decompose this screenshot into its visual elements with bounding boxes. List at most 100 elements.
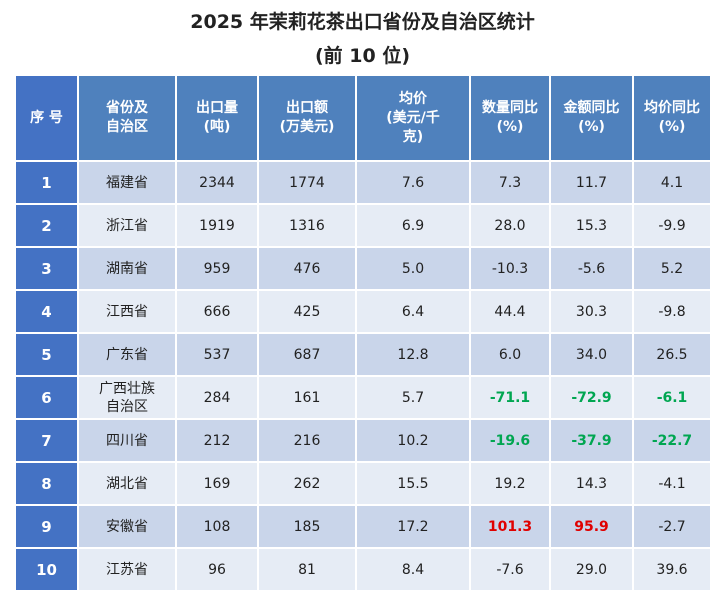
province-cell: 福建省 xyxy=(77,160,177,205)
amount-cell: 161 xyxy=(257,375,357,420)
amount-cell: 425 xyxy=(257,289,357,334)
amt-yoy-cell: -72.9 xyxy=(549,375,634,420)
qty-yoy-cell: 7.3 xyxy=(469,160,551,205)
header-quantity: 出口量 (吨) xyxy=(175,74,259,162)
province-cell: 湖北省 xyxy=(77,461,177,506)
amt-yoy-cell: -5.6 xyxy=(549,246,634,291)
row-index: 3 xyxy=(14,246,79,291)
header-amt-yoy: 金额同比 (%) xyxy=(549,74,634,162)
export-table: 序 号省份及 自治区 出口量 (吨) 出口额 (万美元) 均价 (美元/千 克) 数量同比 (%) 金… xyxy=(14,74,712,592)
amt-yoy-cell: 15.3 xyxy=(549,203,634,248)
province-cell: 广东省 xyxy=(77,332,177,377)
price-cell: 12.8 xyxy=(355,332,471,377)
province-cell: 湖南省 xyxy=(77,246,177,291)
table-title: 2025 年茉莉花茶出口省份及自治区统计 xyxy=(190,11,535,33)
amount-cell: 81 xyxy=(257,547,357,592)
row-index: 1 xyxy=(14,160,79,205)
province-cell: 广西壮族 自治区 xyxy=(77,375,177,420)
quantity-cell: 284 xyxy=(175,375,259,420)
amount-cell: 1316 xyxy=(257,203,357,248)
table-row: 10 江苏省 96 81 8.4 -7.6 29.0 39.6 xyxy=(14,547,712,592)
quantity-cell: 212 xyxy=(175,418,259,463)
quantity-cell: 537 xyxy=(175,332,259,377)
header-amount: 出口额 (万美元) xyxy=(257,74,357,162)
qty-yoy-cell: -19.6 xyxy=(469,418,551,463)
price-cell: 5.0 xyxy=(355,246,471,291)
row-index: 5 xyxy=(14,332,79,377)
table-row: 6 广西壮族 自治区 284 161 5.7 -71.1 -72.9 -6.1 xyxy=(14,375,712,420)
amount-cell: 687 xyxy=(257,332,357,377)
qty-yoy-cell: 19.2 xyxy=(469,461,551,506)
table-body: 1 福建省 2344 1774 7.6 7.3 11.7 4.1 2 浙江省 1919 1316 6.9… xyxy=(14,160,712,592)
price-cell: 6.9 xyxy=(355,203,471,248)
qty-yoy-cell: 28.0 xyxy=(469,203,551,248)
price-cell: 5.7 xyxy=(355,375,471,420)
price-yoy-cell: -9.9 xyxy=(632,203,712,248)
quantity-cell: 2344 xyxy=(175,160,259,205)
province-cell: 江苏省 xyxy=(77,547,177,592)
row-index: 8 xyxy=(14,461,79,506)
row-index: 2 xyxy=(14,203,79,248)
qty-yoy-cell: -71.1 xyxy=(469,375,551,420)
price-yoy-cell: -9.8 xyxy=(632,289,712,334)
table-subtitle: (前 10 位) xyxy=(314,45,411,67)
header-price-yoy: 均价同比 (%) xyxy=(632,74,712,162)
price-cell: 8.4 xyxy=(355,547,471,592)
amt-yoy-cell: 11.7 xyxy=(549,160,634,205)
qty-yoy-cell: -10.3 xyxy=(469,246,551,291)
price-yoy-cell: -2.7 xyxy=(632,504,712,549)
amt-yoy-cell: -37.9 xyxy=(549,418,634,463)
amt-yoy-cell: 29.0 xyxy=(549,547,634,592)
amount-cell: 216 xyxy=(257,418,357,463)
table-row: 8 湖北省 169 262 15.5 19.2 14.3 -4.1 xyxy=(14,461,712,506)
amt-yoy-cell: 34.0 xyxy=(549,332,634,377)
quantity-cell: 108 xyxy=(175,504,259,549)
qty-yoy-cell: 6.0 xyxy=(469,332,551,377)
header-index: 序 号 xyxy=(14,74,79,162)
header-province: 省份及 自治区 xyxy=(77,74,177,162)
quantity-cell: 666 xyxy=(175,289,259,334)
table-row: 4 江西省 666 425 6.4 44.4 30.3 -9.8 xyxy=(14,289,712,334)
price-cell: 10.2 xyxy=(355,418,471,463)
header-row: 序 号省份及 自治区 出口量 (吨) 出口额 (万美元) 均价 (美元/千 克) 数量同比 (%) 金… xyxy=(14,74,712,162)
table-row: 9 安徽省 108 185 17.2 101.3 95.9 -2.7 xyxy=(14,504,712,549)
header-price: 均价 (美元/千 克) xyxy=(355,74,471,162)
qty-yoy-cell: -7.6 xyxy=(469,547,551,592)
price-cell: 17.2 xyxy=(355,504,471,549)
row-index: 4 xyxy=(14,289,79,334)
price-cell: 15.5 xyxy=(355,461,471,506)
price-yoy-cell: 5.2 xyxy=(632,246,712,291)
province-cell: 安徽省 xyxy=(77,504,177,549)
price-cell: 6.4 xyxy=(355,289,471,334)
quantity-cell: 959 xyxy=(175,246,259,291)
row-index: 6 xyxy=(14,375,79,420)
province-cell: 江西省 xyxy=(77,289,177,334)
qty-yoy-cell: 101.3 xyxy=(469,504,551,549)
amount-cell: 185 xyxy=(257,504,357,549)
price-yoy-cell: -4.1 xyxy=(632,461,712,506)
row-index: 7 xyxy=(14,418,79,463)
row-index: 10 xyxy=(14,547,79,592)
amt-yoy-cell: 30.3 xyxy=(549,289,634,334)
province-cell: 浙江省 xyxy=(77,203,177,248)
table-row: 5 广东省 537 687 12.8 6.0 34.0 26.5 xyxy=(14,332,712,377)
price-yoy-cell: -22.7 xyxy=(632,418,712,463)
price-yoy-cell: 4.1 xyxy=(632,160,712,205)
table-row: 3 湖南省 959 476 5.0 -10.3 -5.6 5.2 xyxy=(14,246,712,291)
header-qty-yoy: 数量同比 (%) xyxy=(469,74,551,162)
price-yoy-cell: 26.5 xyxy=(632,332,712,377)
price-cell: 7.6 xyxy=(355,160,471,205)
amt-yoy-cell: 95.9 xyxy=(549,504,634,549)
table-row: 2 浙江省 1919 1316 6.9 28.0 15.3 -9.9 xyxy=(14,203,712,248)
quantity-cell: 1919 xyxy=(175,203,259,248)
amount-cell: 262 xyxy=(257,461,357,506)
amt-yoy-cell: 14.3 xyxy=(549,461,634,506)
qty-yoy-cell: 44.4 xyxy=(469,289,551,334)
price-yoy-cell: 39.6 xyxy=(632,547,712,592)
quantity-cell: 96 xyxy=(175,547,259,592)
table-row: 1 福建省 2344 1774 7.6 7.3 11.7 4.1 xyxy=(14,160,712,205)
amount-cell: 1774 xyxy=(257,160,357,205)
amount-cell: 476 xyxy=(257,246,357,291)
price-yoy-cell: -6.1 xyxy=(632,375,712,420)
table-row: 7 四川省 212 216 10.2 -19.6 -37.9 -22.7 xyxy=(14,418,712,463)
